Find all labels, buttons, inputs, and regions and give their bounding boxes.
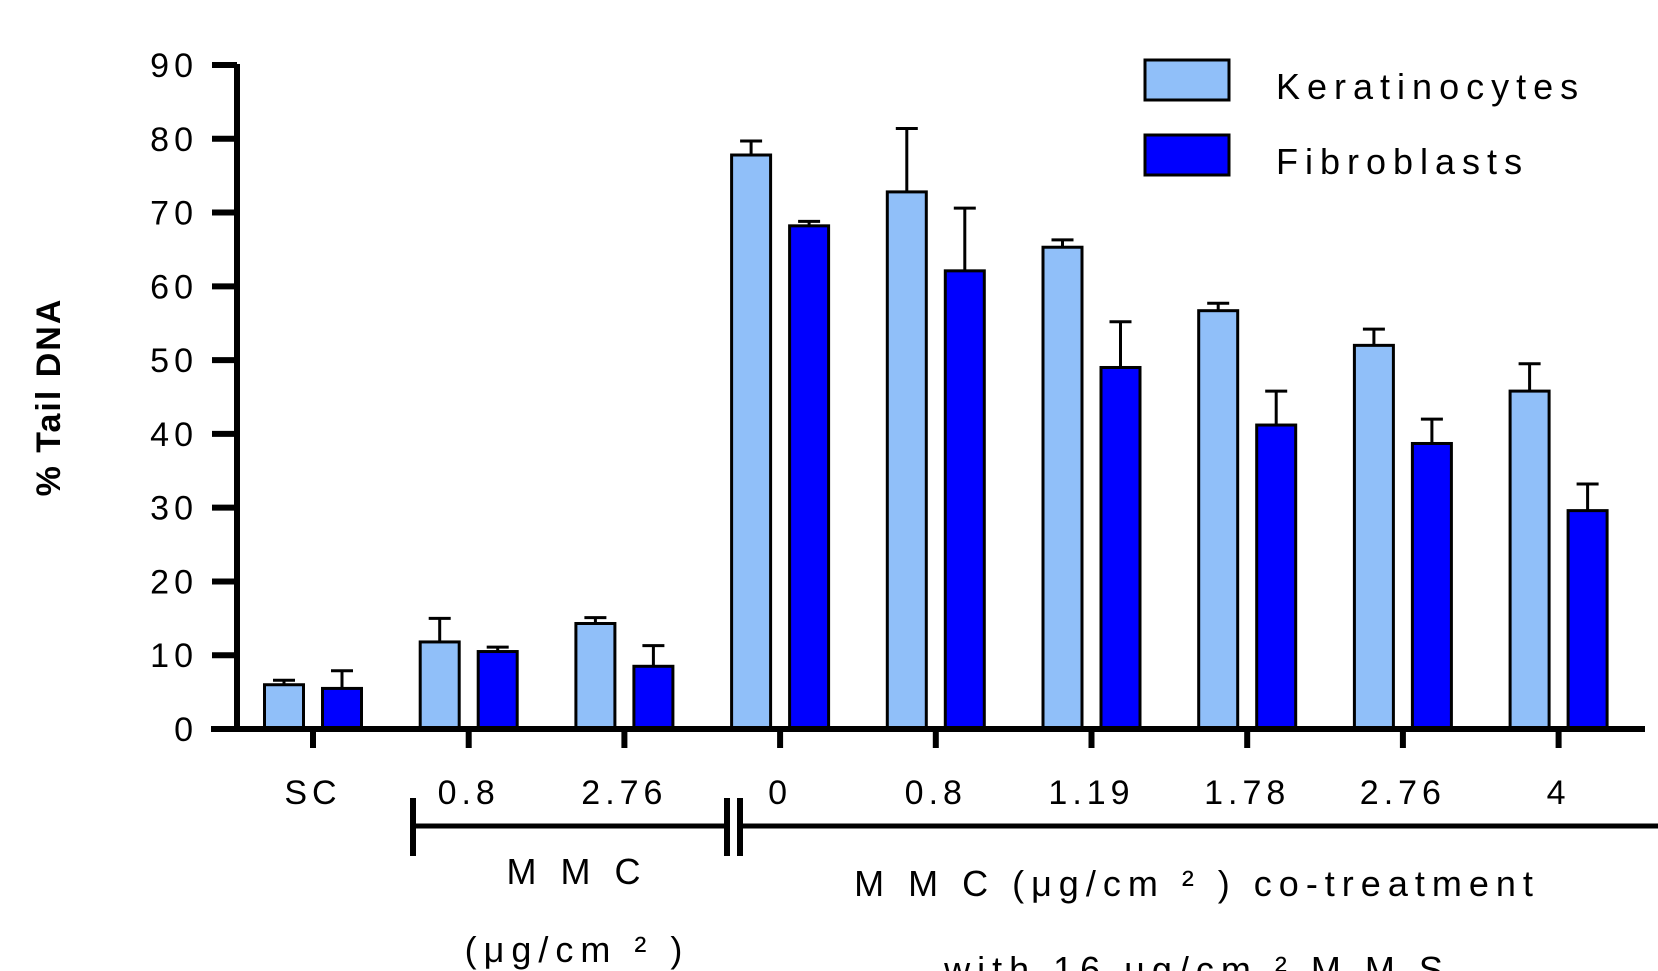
legend-swatch-fibroblasts [1143, 133, 1231, 177]
legend-label-fibroblasts: Fibroblasts [1276, 141, 1529, 182]
x-tick-label: SC [284, 774, 341, 812]
bar-fibroblasts [943, 269, 986, 731]
y-tick-label: 20 [150, 563, 198, 601]
bar-keratinocytes [263, 683, 305, 731]
bar-fibroblasts [788, 224, 831, 731]
legend-swatch-keratinocytes [1143, 58, 1231, 102]
y-tick-label: 70 [150, 195, 198, 233]
bar-keratinocytes [574, 621, 617, 731]
y-tick-label: 10 [150, 637, 198, 675]
y-axis-label: % Tail DNA [30, 298, 68, 497]
x-tick-label: 1.78 [1204, 774, 1290, 812]
legend: Keratinocytes Fibroblasts [1143, 58, 1585, 182]
y-tick-label: 90 [150, 47, 198, 85]
group-label-mmc-line1: M M C [507, 851, 648, 892]
group-bracket-mmc [410, 798, 730, 856]
x-tick-label: 1.19 [1048, 774, 1134, 812]
bar-keratinocytes [730, 153, 773, 731]
bar-fibroblasts [1255, 423, 1298, 731]
bar-fibroblasts [321, 686, 363, 731]
group-label-cotreatment-line1: M M C (μg/cm ² ) co-treatment [854, 863, 1540, 904]
x-tick-label: 0 [768, 774, 792, 812]
y-tick-label: 50 [150, 342, 198, 380]
bar-fibroblasts [476, 650, 519, 731]
y-tick-label: 40 [150, 416, 198, 454]
y-tick-label: 60 [150, 268, 198, 306]
legend-label-keratinocytes: Keratinocytes [1276, 66, 1585, 107]
bar-fibroblasts [1099, 365, 1142, 731]
bar-fibroblasts [1566, 509, 1609, 731]
group-label-mmc-line2: (μg/cm ² ) [465, 929, 690, 970]
bar-keratinocytes [1352, 343, 1395, 731]
group-bracket-cotreatment [737, 798, 1658, 856]
bar-fibroblasts [632, 664, 675, 731]
bar-keratinocytes [1508, 389, 1551, 731]
y-tick-label: 30 [150, 490, 198, 528]
x-tick-label: 2.76 [581, 774, 667, 812]
x-tick-label: 4 [1547, 774, 1571, 812]
y-tick-label: 0 [174, 711, 198, 749]
x-tick-label: 2.76 [1360, 774, 1446, 812]
y-tick-label: 80 [150, 121, 198, 159]
bars-layer [263, 153, 1609, 731]
error-bars-layer [273, 126, 1599, 689]
x-tick-label: 0.8 [438, 774, 500, 812]
group-label-cotreatment-line2: with 16 μg/cm ² M M S [943, 949, 1450, 971]
bar-keratinocytes [1197, 309, 1240, 731]
bar-fibroblasts [1410, 441, 1453, 731]
bar-keratinocytes [885, 190, 928, 731]
bar-keratinocytes [1041, 245, 1084, 731]
x-tick-label: 0.8 [905, 774, 967, 812]
bar-keratinocytes [418, 640, 461, 731]
x-ticks: SC 0.8 2.76 0 0.8 1.19 1.78 2.76 4 [284, 729, 1571, 812]
y-ticks: 0 10 20 30 40 50 60 70 80 90 [150, 47, 237, 749]
